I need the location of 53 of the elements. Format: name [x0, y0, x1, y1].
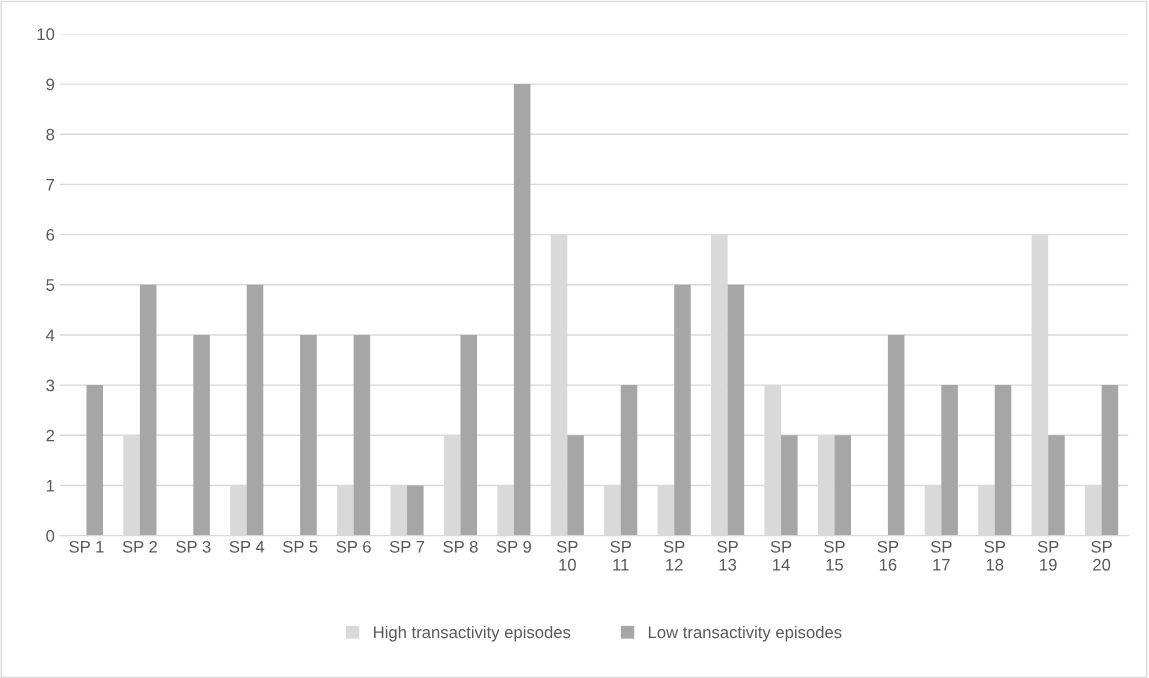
x-tick-label: SP 20 — [1091, 540, 1112, 571]
x-tick-label: SP 14 — [770, 540, 792, 571]
x-tick-label: SP 4 — [229, 540, 265, 553]
x-tick-label: SP 11 — [610, 540, 631, 571]
x-tick-label: SP 6 — [336, 540, 371, 553]
x-tick-label: SP 7 — [389, 540, 425, 553]
x-tick-label: SP 8 — [443, 540, 478, 553]
y-tick-label: 0 — [46, 530, 55, 542]
x-tick-label: SP 1 — [69, 540, 104, 553]
bar — [887, 334, 905, 536]
bar — [941, 385, 958, 536]
y-tick-label: 9 — [46, 78, 55, 91]
x-tick-label: SP 18 — [984, 540, 1005, 571]
bar — [139, 284, 157, 536]
y-tick-label: 7 — [46, 178, 55, 191]
bar — [1048, 435, 1065, 536]
bar — [246, 284, 264, 536]
bar — [86, 385, 104, 536]
x-tick-label: SP 12 — [663, 540, 685, 571]
x-tick-label: SP 2 — [122, 540, 157, 553]
bar — [674, 284, 691, 536]
x-tick-label: SP 16 — [877, 540, 899, 571]
bar — [300, 334, 317, 536]
bar — [407, 485, 424, 536]
bar — [460, 334, 478, 536]
x-tick-label: SP 10 — [556, 540, 578, 571]
x-tick-label: SP 3 — [176, 540, 211, 553]
x-tick-label: SP 13 — [717, 540, 738, 571]
y-tick-label: 2 — [46, 429, 55, 442]
bar — [193, 334, 210, 536]
x-tick-label: SP 15 — [824, 540, 845, 571]
y-tick-label: 10 — [37, 28, 55, 41]
bar — [620, 385, 638, 536]
bar — [727, 284, 745, 536]
x-tick-label: SP 5 — [283, 540, 318, 553]
bar — [513, 84, 531, 536]
x-tick-label: SP 17 — [930, 540, 952, 571]
y-tick-label: 5 — [46, 279, 55, 291]
legend-label: Low transactivity episodes — [648, 625, 842, 642]
y-tick-label: 3 — [46, 379, 55, 392]
bar — [567, 435, 584, 536]
bar — [834, 435, 852, 536]
legend-label: High transactivity episodes — [374, 625, 571, 642]
bar — [781, 435, 798, 536]
bar — [994, 385, 1012, 536]
y-tick-label: 4 — [46, 329, 55, 341]
y-tick-label: 1 — [46, 480, 55, 492]
y-tick-label: 8 — [46, 128, 55, 141]
x-tick-label: SP 19 — [1037, 540, 1059, 571]
bar — [1101, 385, 1119, 536]
y-tick-label: 6 — [46, 228, 55, 241]
bar — [353, 334, 371, 536]
x-tick-label: SP 9 — [496, 540, 532, 553]
